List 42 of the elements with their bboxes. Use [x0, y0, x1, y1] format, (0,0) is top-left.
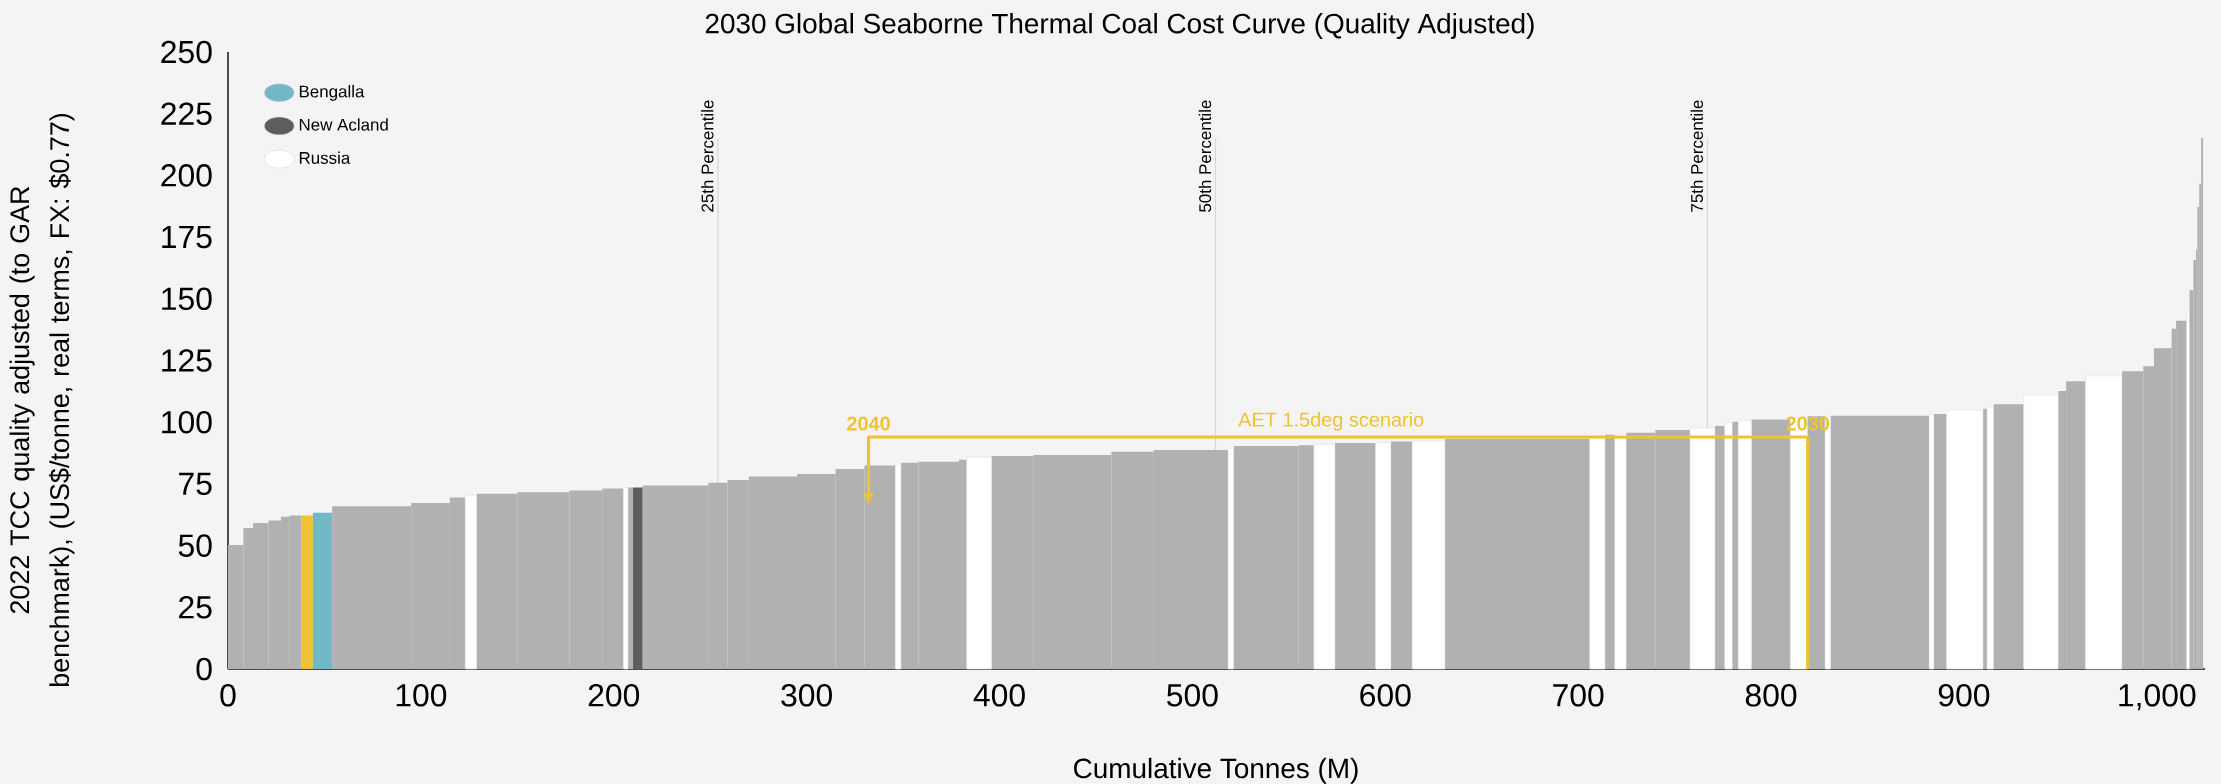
- ref-line-label: 75th Percentile: [1690, 100, 1703, 212]
- y-tick-label: 125: [162, 349, 212, 372]
- y-tick-label: 250: [161, 40, 212, 64]
- x-tick-label: 1,000: [2119, 684, 2196, 711]
- bar: [1391, 441, 1413, 669]
- x-tick-label: 800: [1745, 684, 1797, 707]
- bar: [464, 494, 478, 670]
- annotation: 2030: [1786, 416, 1830, 431]
- bar: [1737, 420, 1753, 670]
- y-tick-label: 225: [161, 102, 212, 125]
- bar: [633, 487, 643, 669]
- ref-line-label: 25th Percentile: [701, 100, 714, 212]
- annotation: AET 1.5deg scenario: [1238, 412, 1424, 431]
- y-tick-label: 200: [161, 164, 212, 187]
- x-tick-label: 300: [781, 684, 832, 707]
- x-tick-label: 500: [1167, 684, 1218, 707]
- x-axis-title: Cumulative Tonnes (M): [1074, 757, 1358, 784]
- y-tick-label: 150: [162, 287, 212, 311]
- y-tick-label: 0: [196, 657, 212, 681]
- x-tick-label: 400: [973, 684, 1025, 707]
- y-axis-title: 2022 TCC quality adjusted (to GAR benchmark), (US$/tonne, real terms, FX: $0.77): [9, 113, 75, 687]
- y-tick-label: 75: [179, 472, 212, 496]
- legend-label: New Acland: [299, 118, 388, 131]
- bar: [301, 515, 313, 669]
- annotation: 2040: [847, 416, 890, 431]
- x-tick-label: 700: [1553, 684, 1604, 707]
- y-tick-label: 100: [162, 410, 212, 434]
- x-tick-label: 200: [588, 684, 640, 707]
- legend-label: Russia: [299, 151, 351, 164]
- bar: [312, 512, 333, 669]
- x-tick-label: 600: [1360, 684, 1411, 707]
- x-tick-label: 900: [1938, 684, 1990, 707]
- y-tick-label: 25: [179, 596, 212, 619]
- legend-label: Bengalla: [299, 85, 365, 101]
- y-tick-label: 50: [178, 534, 212, 557]
- bar: [1589, 436, 1606, 670]
- y-tick-label: 175: [162, 225, 212, 249]
- x-tick-label: 100: [396, 684, 447, 707]
- ref-line-label: 50th Percentile: [1198, 100, 1212, 212]
- chart-title: 2030 Global Seaborne Thermal Coal Cost Curve (Quality Adjusted): [705, 12, 1534, 39]
- bar: [1375, 442, 1392, 670]
- x-tick-label: 0: [220, 684, 236, 707]
